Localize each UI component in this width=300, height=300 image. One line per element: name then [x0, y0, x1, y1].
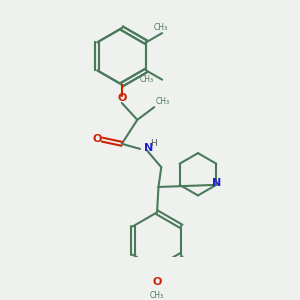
Text: CH₃: CH₃	[150, 291, 164, 300]
Text: N: N	[212, 178, 221, 188]
Text: H: H	[150, 139, 157, 148]
Text: CH₃: CH₃	[156, 97, 170, 106]
Text: CH₃: CH₃	[140, 75, 154, 84]
Text: O: O	[93, 134, 102, 144]
Text: O: O	[117, 93, 127, 103]
Text: O: O	[152, 277, 162, 287]
Text: N: N	[144, 143, 153, 153]
Text: CH₃: CH₃	[154, 23, 168, 32]
